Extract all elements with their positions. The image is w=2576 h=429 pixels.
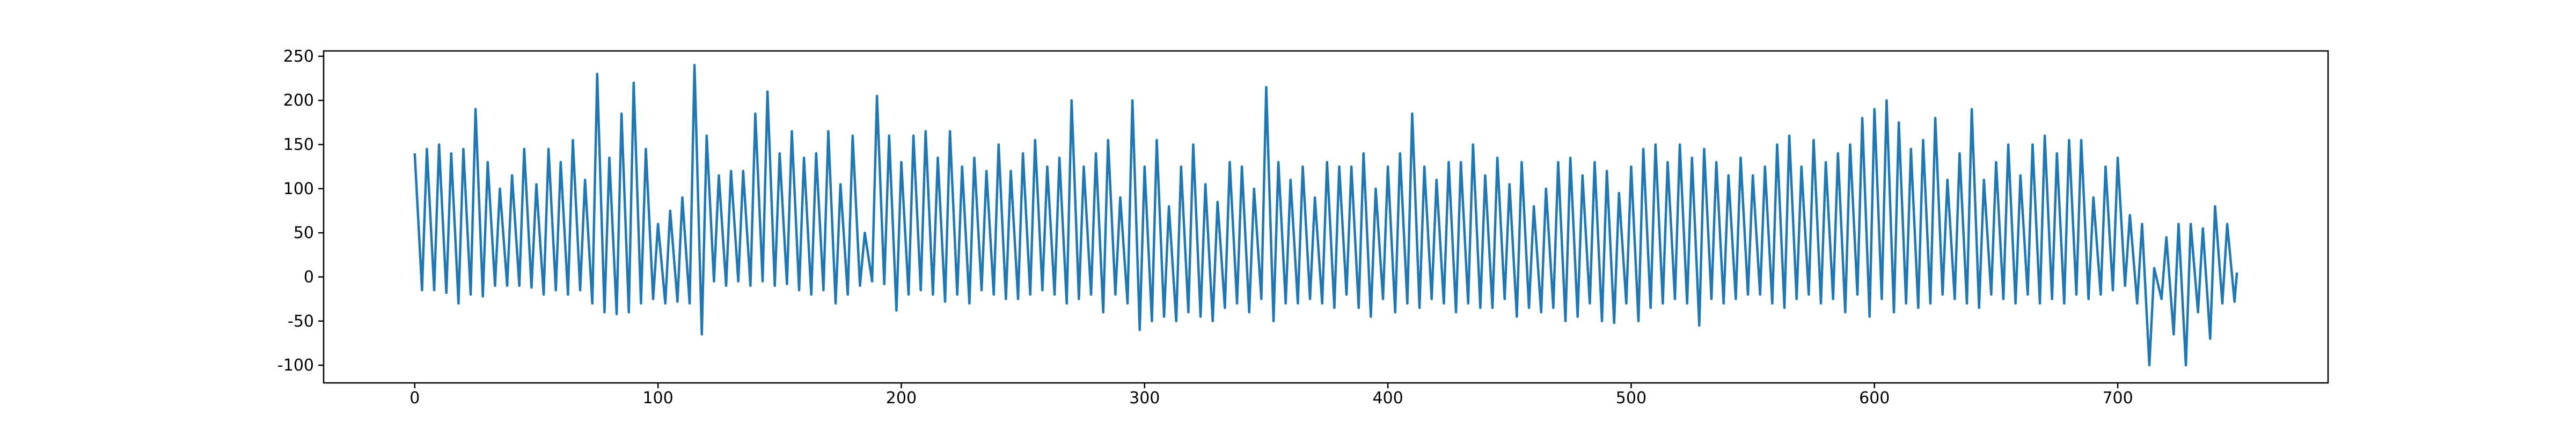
axes-frame	[323, 50, 2329, 384]
y-tick-label: 150	[283, 136, 314, 154]
data-line	[413, 64, 2238, 367]
y-tick-label: 200	[283, 91, 314, 110]
x-tick-label: 500	[1616, 389, 1646, 408]
x-tick-label: 0	[409, 389, 420, 408]
x-tick-label: 400	[1372, 389, 1403, 408]
x-tick-label: 700	[2102, 389, 2133, 408]
y-tick-label: -100	[277, 356, 314, 375]
y-tick-label: 100	[283, 180, 314, 198]
y-tick-label: -50	[288, 312, 314, 331]
x-tick-label: 600	[1859, 389, 1890, 408]
y-tick-label: 250	[283, 47, 314, 66]
y-tick-label: 0	[304, 268, 314, 286]
x-tick-label: 200	[886, 389, 917, 408]
x-tick-label: 100	[642, 389, 673, 408]
x-tick-label: 300	[1129, 389, 1160, 408]
y-tick-label: 50	[294, 224, 314, 242]
